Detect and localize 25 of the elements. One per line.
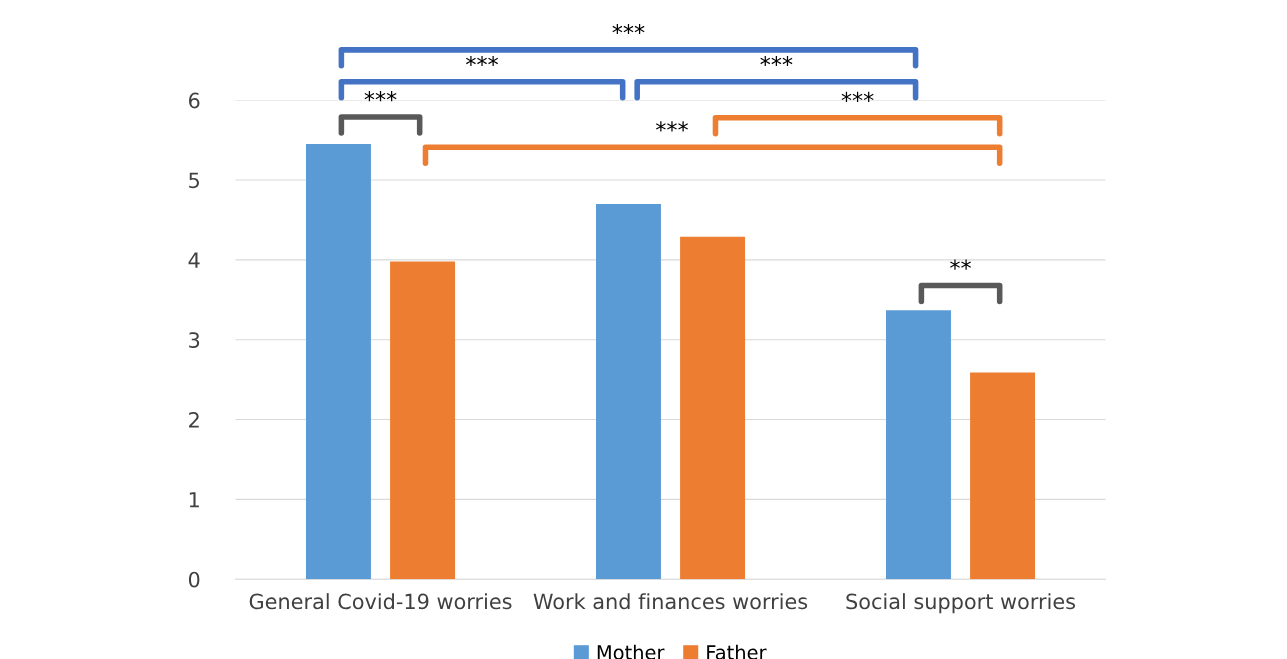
bar bbox=[596, 203, 661, 580]
bar bbox=[886, 310, 951, 580]
y-tick-label: 2 bbox=[189, 412, 199, 428]
annotation: *** bbox=[364, 91, 397, 102]
annotation: *** bbox=[655, 121, 688, 132]
legend-label: Father bbox=[707, 644, 767, 659]
y-tick-label: 5 bbox=[189, 172, 199, 189]
x-tick-label: Social support worries bbox=[846, 593, 1076, 614]
y-tick-label: 6 bbox=[189, 92, 200, 109]
x-tick-label: Work and finances worries bbox=[533, 593, 808, 610]
text: *** bbox=[760, 55, 793, 67]
annotation: ** bbox=[950, 259, 971, 270]
bar bbox=[305, 144, 371, 580]
bar bbox=[970, 372, 1036, 580]
legend-label: Mother bbox=[597, 644, 665, 659]
bar bbox=[680, 236, 746, 580]
text: *** bbox=[466, 55, 499, 67]
y-tick-label: 4 bbox=[188, 252, 200, 268]
y-tick-label: 1 bbox=[189, 492, 199, 508]
text: *** bbox=[612, 23, 645, 35]
x-tick-label: General Covid-19 worries bbox=[249, 593, 512, 610]
y-tick-label: 0 bbox=[188, 571, 200, 588]
bar bbox=[390, 261, 456, 580]
y-tick-label: 3 bbox=[189, 332, 200, 348]
annotation: *** bbox=[841, 91, 874, 102]
